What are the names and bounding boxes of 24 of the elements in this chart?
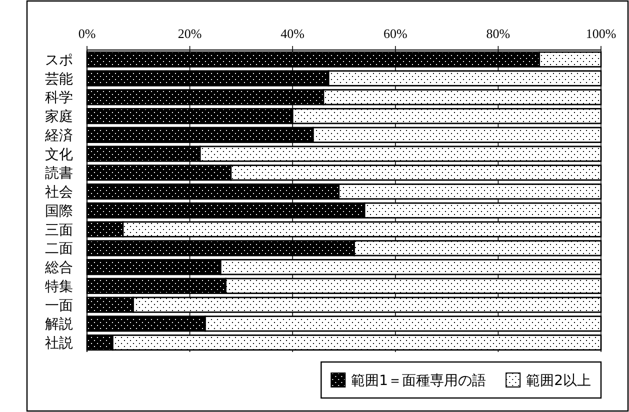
x-tick-label: 60%	[383, 26, 408, 41]
legend-label: 範囲1＝面種専用の語	[351, 373, 486, 389]
y-tick-label: 社会	[45, 184, 73, 201]
y-tick-label: 読書	[45, 166, 73, 182]
series-label: 範囲2以上	[526, 373, 591, 389]
y-tick-label: 経済	[44, 128, 73, 144]
y-tick-label: 社説	[45, 336, 73, 352]
y-tick-label: 三面	[45, 223, 73, 238]
x-tick-label: 20%	[178, 26, 202, 41]
y-tick-label: 総合	[44, 260, 73, 276]
x-tick-label: 0%	[78, 26, 96, 41]
y-tick-label: スポ	[45, 53, 73, 68]
y-tick-label: 二面	[45, 242, 73, 258]
y-tick-label: 国際	[45, 203, 73, 220]
y-tick-label: 一面	[45, 298, 73, 314]
y-tick-label: 家庭	[45, 109, 73, 126]
y-tick-label: 科学	[45, 90, 73, 106]
y-tick-label: 芸能	[45, 71, 73, 88]
x-tick-label: 100%	[586, 26, 616, 41]
y-tick-label: 文化	[45, 146, 73, 163]
y-tick-label: 解説	[45, 316, 73, 333]
x-tick-label: 40%	[280, 26, 305, 41]
x-tick-label: 80%	[486, 26, 510, 41]
y-tick-label: 特集	[45, 278, 73, 295]
